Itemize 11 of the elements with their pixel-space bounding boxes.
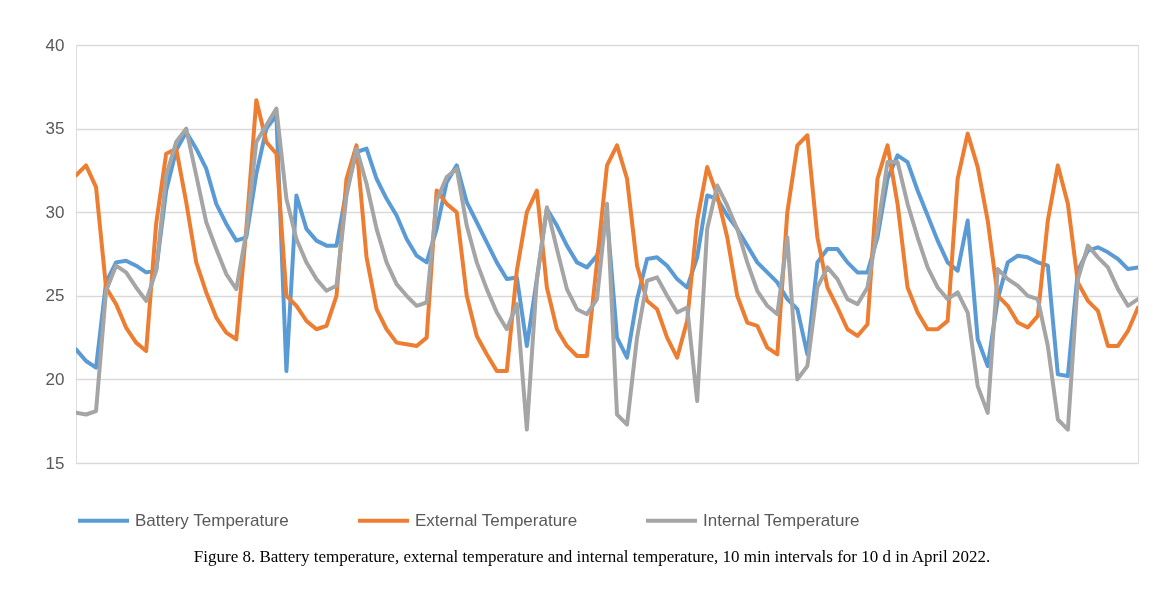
legend-label: Internal Temperature <box>703 510 860 530</box>
legend-label: External Temperature <box>415 510 578 530</box>
y-tick-label: 35 <box>45 119 65 139</box>
y-tick-label: 25 <box>45 286 65 306</box>
y-tick-label: 30 <box>45 202 65 222</box>
y-tick-label: 20 <box>45 369 65 389</box>
caption: Figure 8. Battery temperature, external temperature and internal temperature, 10 min intervals for 10 d in April 2022. <box>193 547 991 566</box>
line-series <box>76 106 1138 432</box>
y-tick-label: 15 <box>45 453 65 473</box>
legend-label: Battery Temperature <box>135 510 289 530</box>
y-tick-label: 40 <box>45 35 65 55</box>
